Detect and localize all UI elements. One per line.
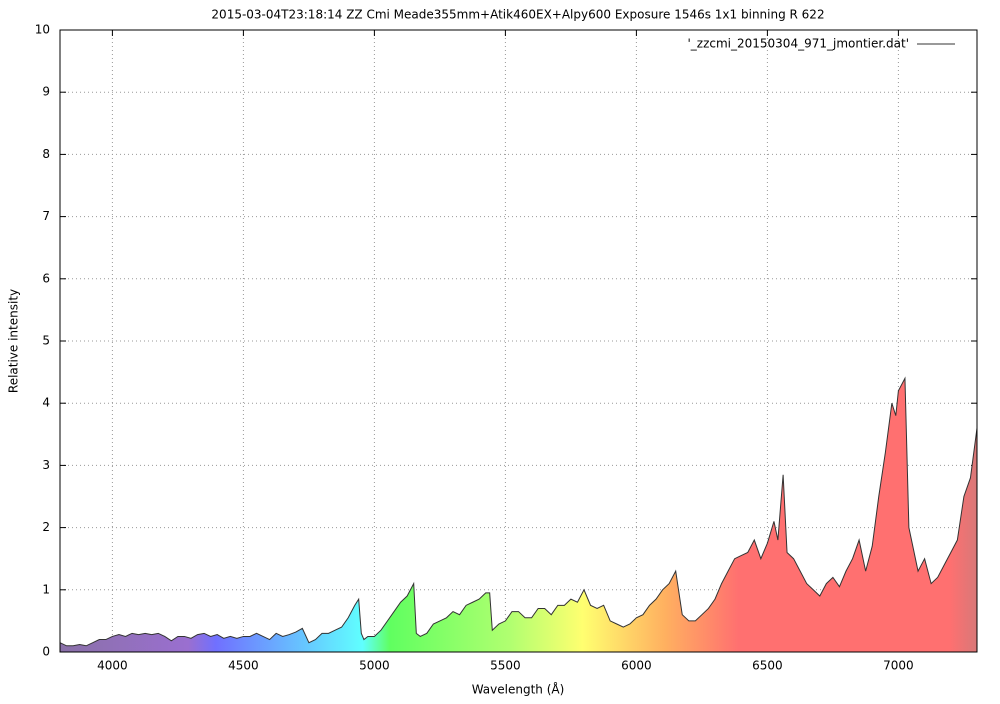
y-tick-label: 0 (42, 645, 50, 659)
x-tick-label: 4000 (97, 659, 128, 673)
y-tick-label: 8 (42, 147, 50, 161)
x-tick-label: 5500 (490, 659, 521, 673)
y-tick-label: 2 (42, 520, 50, 534)
x-tick-label: 6000 (621, 659, 652, 673)
x-tick-label: 6500 (752, 659, 783, 673)
y-axis-label: Relative intensity (7, 289, 21, 393)
chart-title: 2015-03-04T23:18:14 ZZ Cmi Meade355mm+At… (211, 8, 824, 22)
area-fill (60, 378, 977, 652)
y-tick-label: 9 (42, 85, 50, 99)
legend-label: '_zzcmi_20150304_971_jmontier.dat' (687, 37, 909, 51)
x-tick-label: 5000 (359, 659, 390, 673)
plot-frame (59, 29, 978, 653)
x-tick-label: 4500 (228, 659, 259, 673)
y-tick-label: 1 (42, 582, 50, 596)
x-axis-label: Wavelength (Å) (472, 682, 565, 697)
y-tick-label: 6 (42, 271, 50, 285)
y-tick-label: 4 (42, 396, 50, 410)
y-tick-label: 5 (42, 334, 50, 348)
y-tick-label: 7 (42, 209, 50, 223)
y-tick-label: 3 (42, 458, 50, 472)
y-tick-label: 10 (35, 23, 50, 37)
spectrum-line (59, 376, 978, 647)
x-tick-label: 7000 (883, 659, 914, 673)
